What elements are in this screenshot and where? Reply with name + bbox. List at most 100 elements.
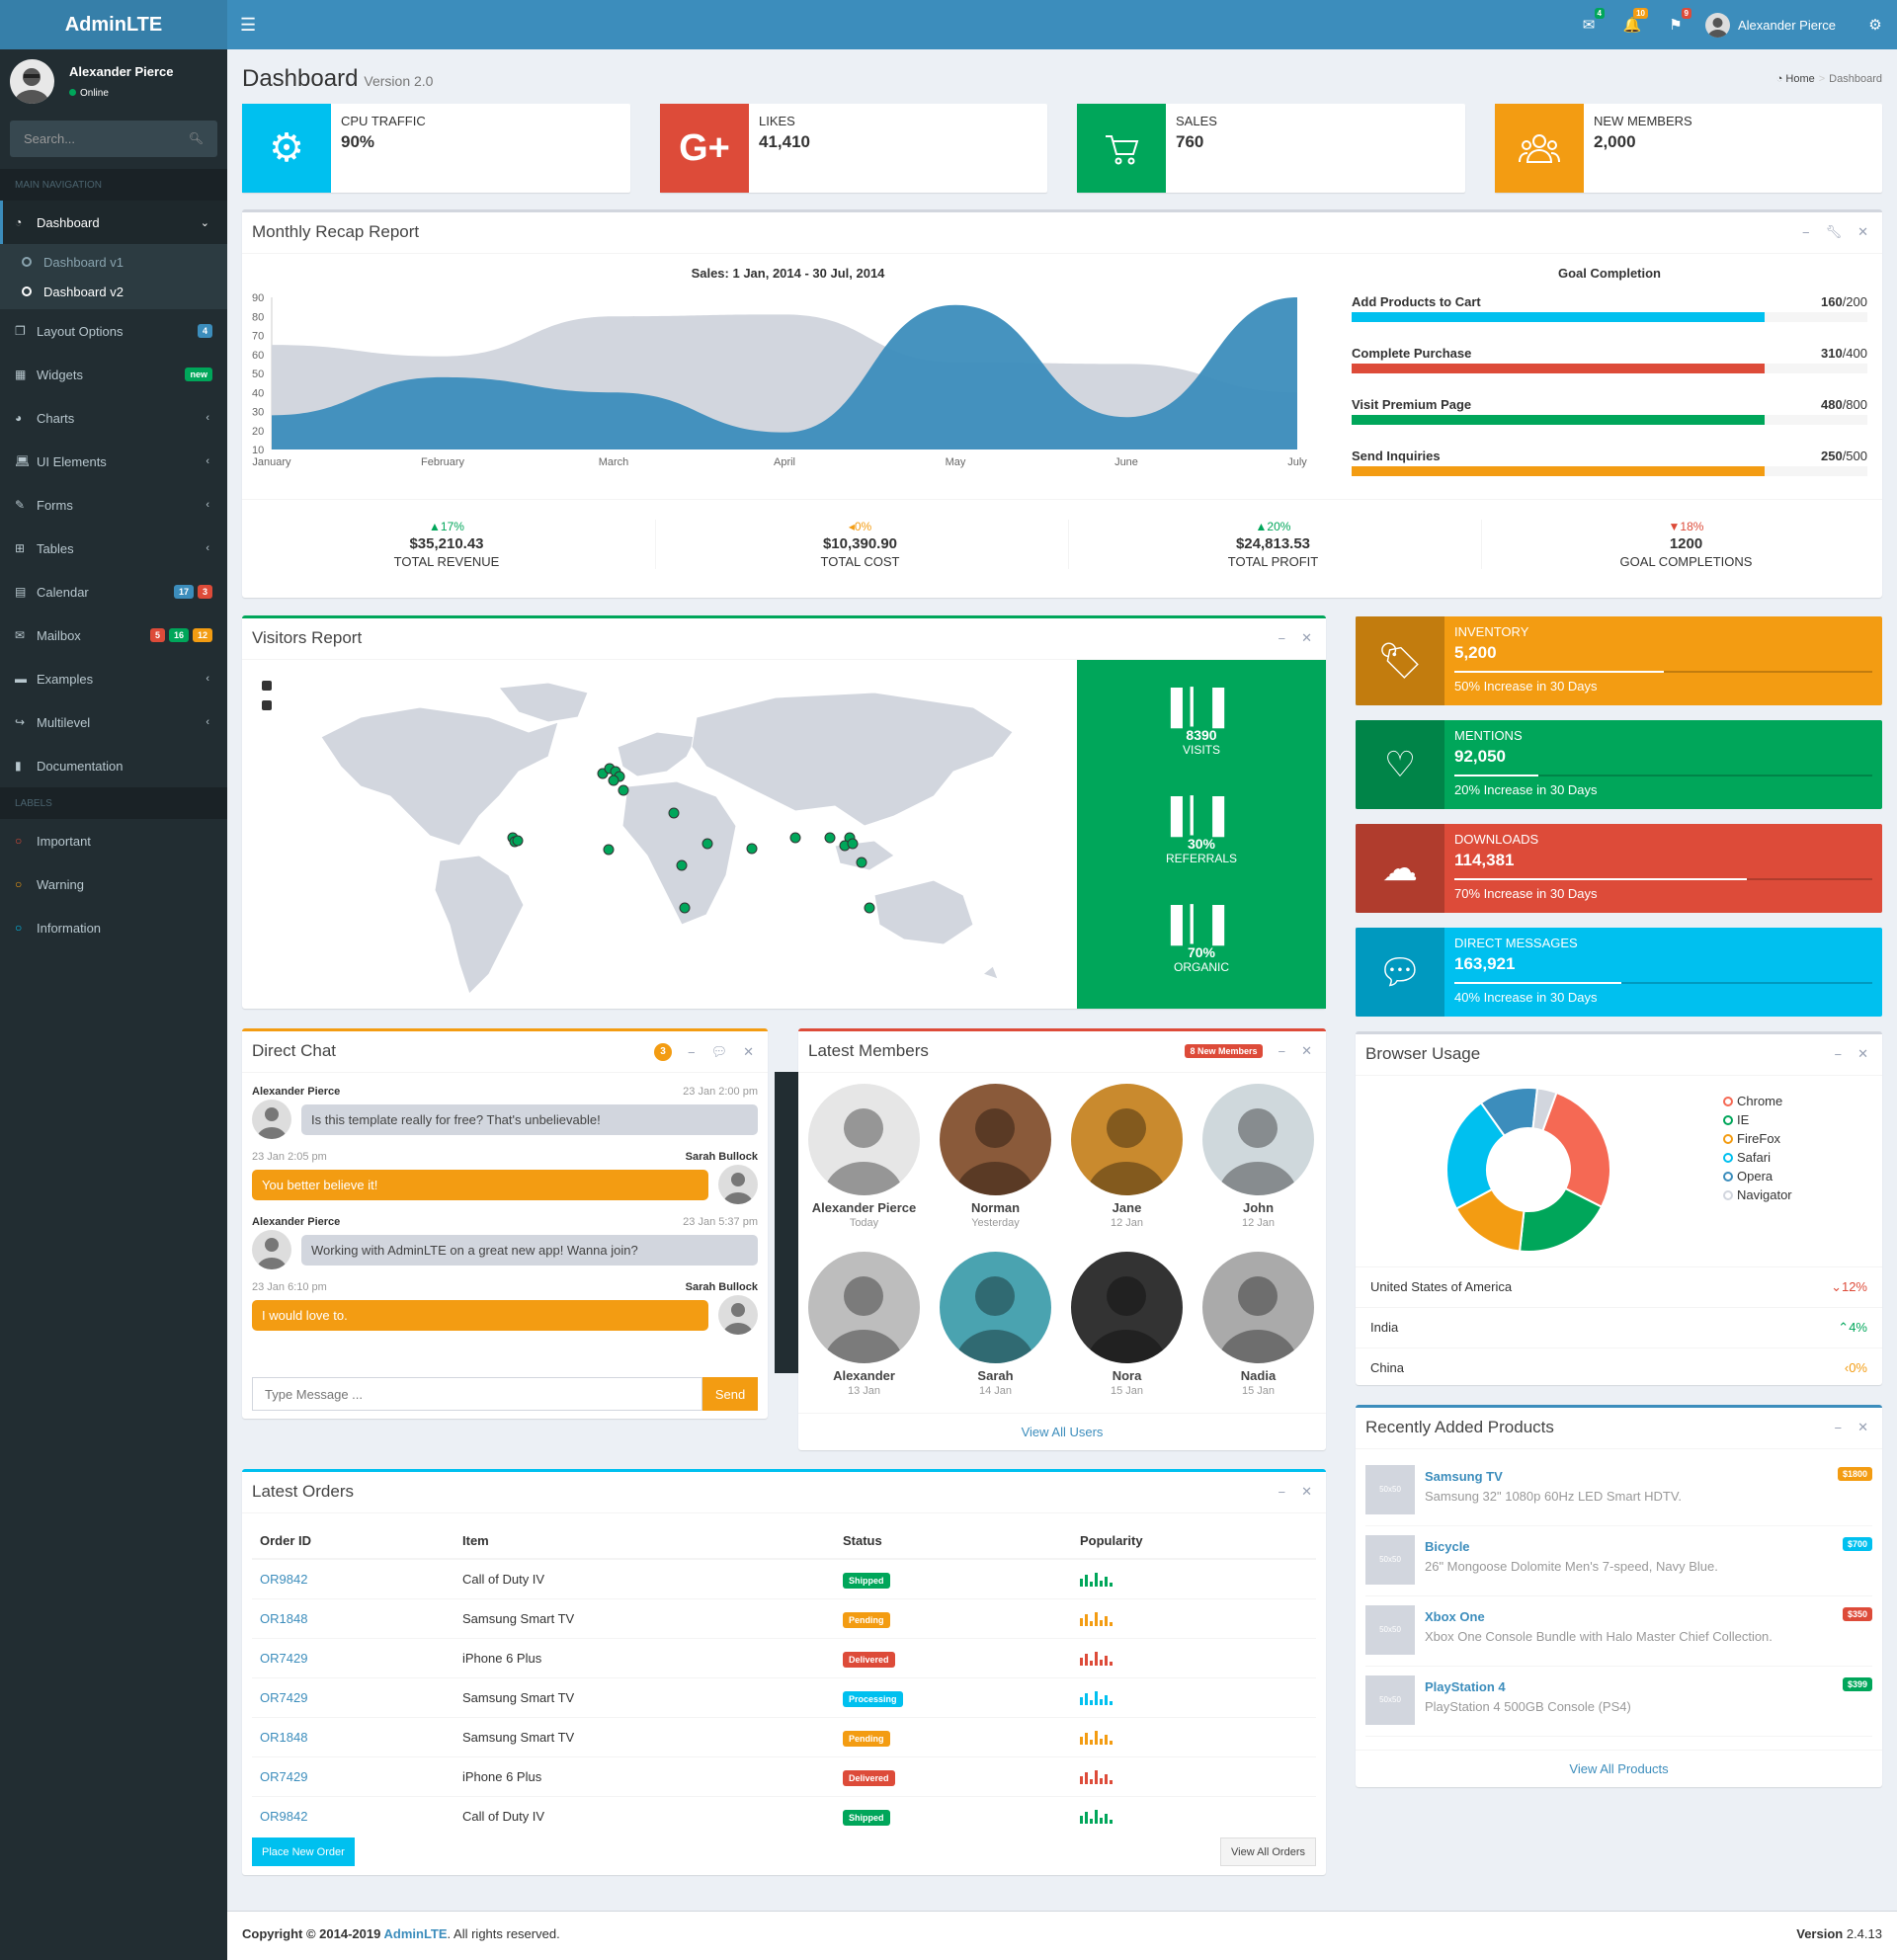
- close-icon[interactable]: ✕: [1857, 1420, 1868, 1434]
- product-title-link[interactable]: PlayStation 4: [1425, 1679, 1506, 1694]
- order-id-link[interactable]: OR9842: [260, 1572, 308, 1587]
- caret-icon: ▲: [429, 520, 441, 533]
- legend-label: Safari: [1737, 1150, 1771, 1165]
- view-all-users-link[interactable]: View All Users: [1021, 1425, 1104, 1439]
- sidebar-item-layout-options[interactable]: ❐ Layout Options 4: [0, 309, 227, 353]
- order-id-link[interactable]: OR7429: [260, 1651, 308, 1666]
- order-id-link[interactable]: OR7429: [260, 1690, 308, 1705]
- sidebar-item-examples[interactable]: ▬ Examples ‹: [0, 657, 227, 700]
- sidebar-toggle-icon[interactable]: ☰: [240, 15, 257, 35]
- view-all-products-link[interactable]: View All Products: [1569, 1761, 1669, 1776]
- close-icon[interactable]: ✕: [1857, 1046, 1868, 1061]
- member-item[interactable]: Alexander Pierce Today: [798, 1084, 930, 1229]
- sidebar-item-dashboard[interactable]: ◔ Dashboard ⌄: [0, 201, 227, 244]
- table-row: OR7429 iPhone 6 Plus Delivered: [252, 1638, 1316, 1678]
- product-title-link[interactable]: Samsung TV: [1425, 1469, 1503, 1484]
- sidebar-item-tables[interactable]: ⊞ Tables ‹: [0, 527, 227, 570]
- minus-icon[interactable]: −: [1278, 1043, 1286, 1059]
- mailbox-badge-yellow: 12: [192, 628, 212, 642]
- user-menu[interactable]: Alexander Pierce: [1705, 12, 1836, 38]
- minus-icon[interactable]: −: [1278, 630, 1286, 646]
- goal-progress-fill: [1352, 415, 1765, 425]
- comments-icon[interactable]: 💬︎: [710, 1044, 728, 1059]
- circle-icon: [22, 286, 32, 296]
- stat-percentage: ◂0%: [656, 520, 1064, 533]
- sidebar-item-mailbox[interactable]: ✉ Mailbox 5 16 12: [0, 613, 227, 657]
- goal-count: 310: [1820, 346, 1843, 361]
- footer-brand-link[interactable]: AdminLTE: [383, 1926, 448, 1941]
- sidebar-label-warning[interactable]: ○ Warning: [0, 862, 227, 906]
- order-id-link[interactable]: OR1848: [260, 1730, 308, 1745]
- member-item[interactable]: Sarah 14 Jan: [930, 1252, 1061, 1397]
- sidebar-label-information[interactable]: ○ Information: [0, 906, 227, 949]
- info-box-label: DIRECT MESSAGES: [1454, 936, 1578, 950]
- member-name: Jane: [1112, 1200, 1142, 1215]
- sidebar-item-calendar[interactable]: ▤ Calendar 17 3: [0, 570, 227, 613]
- minus-icon[interactable]: −: [1801, 224, 1810, 240]
- member-item[interactable]: Norman Yesterday: [930, 1084, 1061, 1229]
- donut-slice-navigator[interactable]: [1531, 1087, 1558, 1132]
- sidebar-item-dashboard-v1[interactable]: Dashboard v1: [0, 247, 227, 277]
- send-button[interactable]: Send: [702, 1377, 758, 1411]
- sidebar-item-ui-elements[interactable]: 💻︎ UI Elements ‹: [0, 440, 227, 483]
- sidebar-item-dashboard-v2[interactable]: Dashboard v2: [0, 277, 227, 306]
- search-icon[interactable]: 🔍︎: [188, 131, 204, 145]
- monthly-recap-box: Monthly Recap Report − 🔧︎ ✕ Sales: 1 Jan, …: [242, 209, 1882, 598]
- sidebar-item-multilevel[interactable]: ↪ Multilevel ‹: [0, 700, 227, 744]
- wrench-icon[interactable]: 🔧︎: [1825, 224, 1843, 239]
- minus-icon[interactable]: −: [1834, 1420, 1843, 1435]
- chat-message-input[interactable]: [252, 1377, 702, 1411]
- sidebar-item-widgets[interactable]: ▦ Widgets new: [0, 353, 227, 396]
- member-item[interactable]: Jane 12 Jan: [1061, 1084, 1193, 1229]
- member-item[interactable]: Nadia 15 Jan: [1193, 1252, 1324, 1397]
- product-price-badge: $1800: [1837, 1467, 1872, 1481]
- comment-icon: 💬︎: [1356, 928, 1444, 1017]
- close-icon[interactable]: ✕: [1857, 224, 1868, 239]
- tasks-flag-icon[interactable]: ⚑ 9: [1654, 8, 1697, 34]
- member-item[interactable]: Alexander 13 Jan: [798, 1252, 930, 1397]
- order-id-link[interactable]: OR7429: [260, 1769, 308, 1784]
- sidebar-label-important[interactable]: ○ Important: [0, 819, 227, 862]
- close-icon[interactable]: ✕: [1301, 630, 1312, 645]
- product-title-link[interactable]: Xbox One: [1425, 1609, 1485, 1624]
- stat-value: $10,390.90: [822, 535, 898, 552]
- member-item[interactable]: John 12 Jan: [1193, 1084, 1324, 1229]
- order-id-link[interactable]: OR9842: [260, 1809, 308, 1824]
- order-id-link[interactable]: OR1848: [260, 1611, 308, 1626]
- sidebar-item-charts[interactable]: ◕ Charts ‹: [0, 396, 227, 440]
- minus-icon[interactable]: −: [1278, 1484, 1286, 1500]
- goal-count: 250: [1820, 449, 1843, 463]
- legend-item: Safari: [1723, 1150, 1792, 1165]
- world-map[interactable]: [301, 678, 1032, 1004]
- minus-icon[interactable]: −: [1834, 1046, 1843, 1062]
- zoom-out-icon[interactable]: [262, 700, 272, 710]
- notifications-icon[interactable]: 🔔 10: [1610, 8, 1654, 34]
- legend-item: Chrome: [1723, 1094, 1792, 1108]
- place-new-order-button[interactable]: Place New Order: [252, 1838, 355, 1866]
- messages-icon[interactable]: ✉ 4: [1567, 8, 1610, 34]
- sidebar-item-forms[interactable]: ✎ Forms ‹: [0, 483, 227, 527]
- control-sidebar-gears-icon[interactable]: ⚙: [1868, 17, 1882, 34]
- close-icon[interactable]: ✕: [1301, 1484, 1312, 1499]
- close-icon[interactable]: ✕: [743, 1044, 754, 1059]
- info-box-label: CPU TRAFFIC: [341, 114, 426, 128]
- country-row[interactable]: China ‹0%: [1356, 1348, 1882, 1387]
- goal-progress-bar: [1352, 415, 1867, 425]
- view-all-orders-button[interactable]: View All Orders: [1220, 1838, 1316, 1866]
- country-row[interactable]: India ⌃4%: [1356, 1307, 1882, 1348]
- country-row[interactable]: United States of America ⌄12%: [1356, 1266, 1882, 1307]
- close-icon[interactable]: ✕: [1301, 1043, 1312, 1058]
- sidebar-item-documentation[interactable]: ▮ Documentation: [0, 744, 227, 787]
- logo[interactable]: AdminLTE: [0, 0, 227, 49]
- message-header: Alexander Pierce 23 Jan 2:00 pm: [252, 1086, 758, 1098]
- breadcrumb-home[interactable]: Home: [1785, 73, 1815, 85]
- version-number: 2.4.13: [1846, 1926, 1882, 1941]
- zoom-in-icon[interactable]: [262, 681, 272, 691]
- circle-icon: [1723, 1171, 1733, 1182]
- donut-slice-chrome[interactable]: [1541, 1091, 1611, 1208]
- sidebar-search-input[interactable]: [10, 121, 188, 157]
- message-sender: Sarah Bullock: [685, 1151, 758, 1163]
- member-item[interactable]: Nora 15 Jan: [1061, 1252, 1193, 1397]
- product-title-link[interactable]: Bicycle: [1425, 1539, 1470, 1554]
- minus-icon[interactable]: −: [687, 1044, 696, 1060]
